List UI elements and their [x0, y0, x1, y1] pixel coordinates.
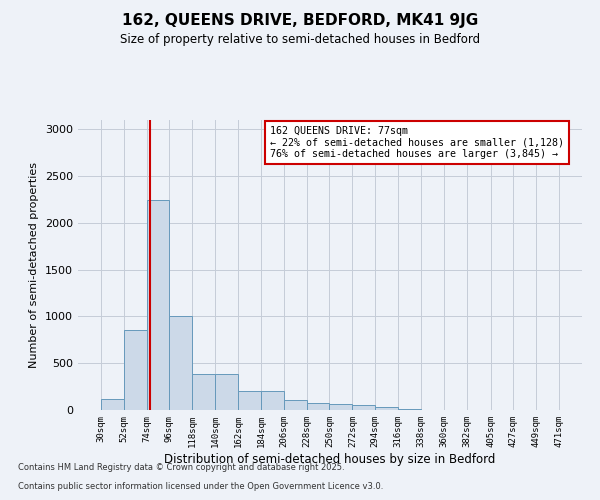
Y-axis label: Number of semi-detached properties: Number of semi-detached properties: [29, 162, 40, 368]
Text: Contains HM Land Registry data © Crown copyright and database right 2025.: Contains HM Land Registry data © Crown c…: [18, 464, 344, 472]
Bar: [284, 400, 307, 410]
Text: Contains public sector information licensed under the Open Government Licence v3: Contains public sector information licen…: [18, 482, 383, 491]
Bar: [329, 404, 352, 410]
Bar: [238, 392, 261, 410]
Bar: [375, 407, 398, 410]
Bar: [307, 402, 329, 410]
Bar: [124, 330, 146, 410]
Text: 162 QUEENS DRIVE: 77sqm
← 22% of semi-detached houses are smaller (1,128)
76% of: 162 QUEENS DRIVE: 77sqm ← 22% of semi-de…: [269, 126, 563, 159]
Text: 162, QUEENS DRIVE, BEDFORD, MK41 9JG: 162, QUEENS DRIVE, BEDFORD, MK41 9JG: [122, 12, 478, 28]
Bar: [101, 399, 124, 410]
Bar: [261, 392, 284, 410]
Bar: [398, 409, 421, 410]
Bar: [352, 406, 375, 410]
Bar: [193, 374, 215, 410]
Bar: [215, 374, 238, 410]
X-axis label: Distribution of semi-detached houses by size in Bedford: Distribution of semi-detached houses by …: [164, 452, 496, 466]
Bar: [169, 316, 193, 410]
Bar: [146, 200, 169, 410]
Text: Size of property relative to semi-detached houses in Bedford: Size of property relative to semi-detach…: [120, 32, 480, 46]
